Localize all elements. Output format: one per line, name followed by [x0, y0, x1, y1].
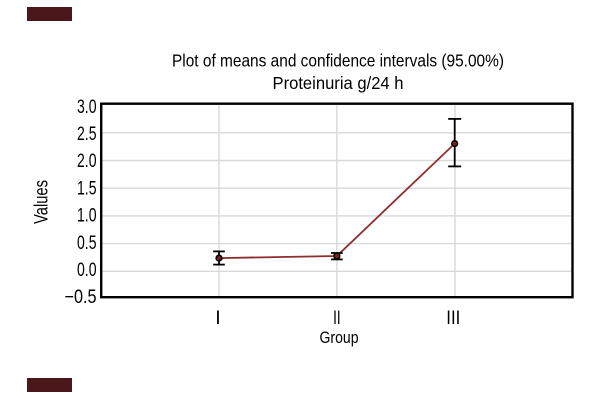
svg-text:−0.5: −0.5 — [65, 287, 97, 308]
svg-text:III: III — [446, 307, 460, 329]
svg-text:3.0: 3.0 — [77, 97, 97, 118]
svg-text:2.0: 2.0 — [77, 151, 97, 172]
svg-text:2.5: 2.5 — [77, 124, 97, 145]
svg-text:Proteinuria g/24 h: Proteinuria g/24 h — [273, 73, 404, 93]
svg-text:I: I — [215, 307, 220, 329]
svg-text:0.5: 0.5 — [77, 233, 97, 254]
svg-text:0.0: 0.0 — [77, 260, 97, 281]
svg-text:Group: Group — [320, 328, 359, 347]
svg-text:II: II — [333, 307, 341, 329]
svg-text:Values: Values — [32, 180, 53, 224]
svg-text:1.0: 1.0 — [77, 206, 97, 227]
svg-text:Plot of means and confidence i: Plot of means and confidence intervals (… — [172, 51, 504, 71]
svg-text:1.5: 1.5 — [77, 178, 97, 199]
